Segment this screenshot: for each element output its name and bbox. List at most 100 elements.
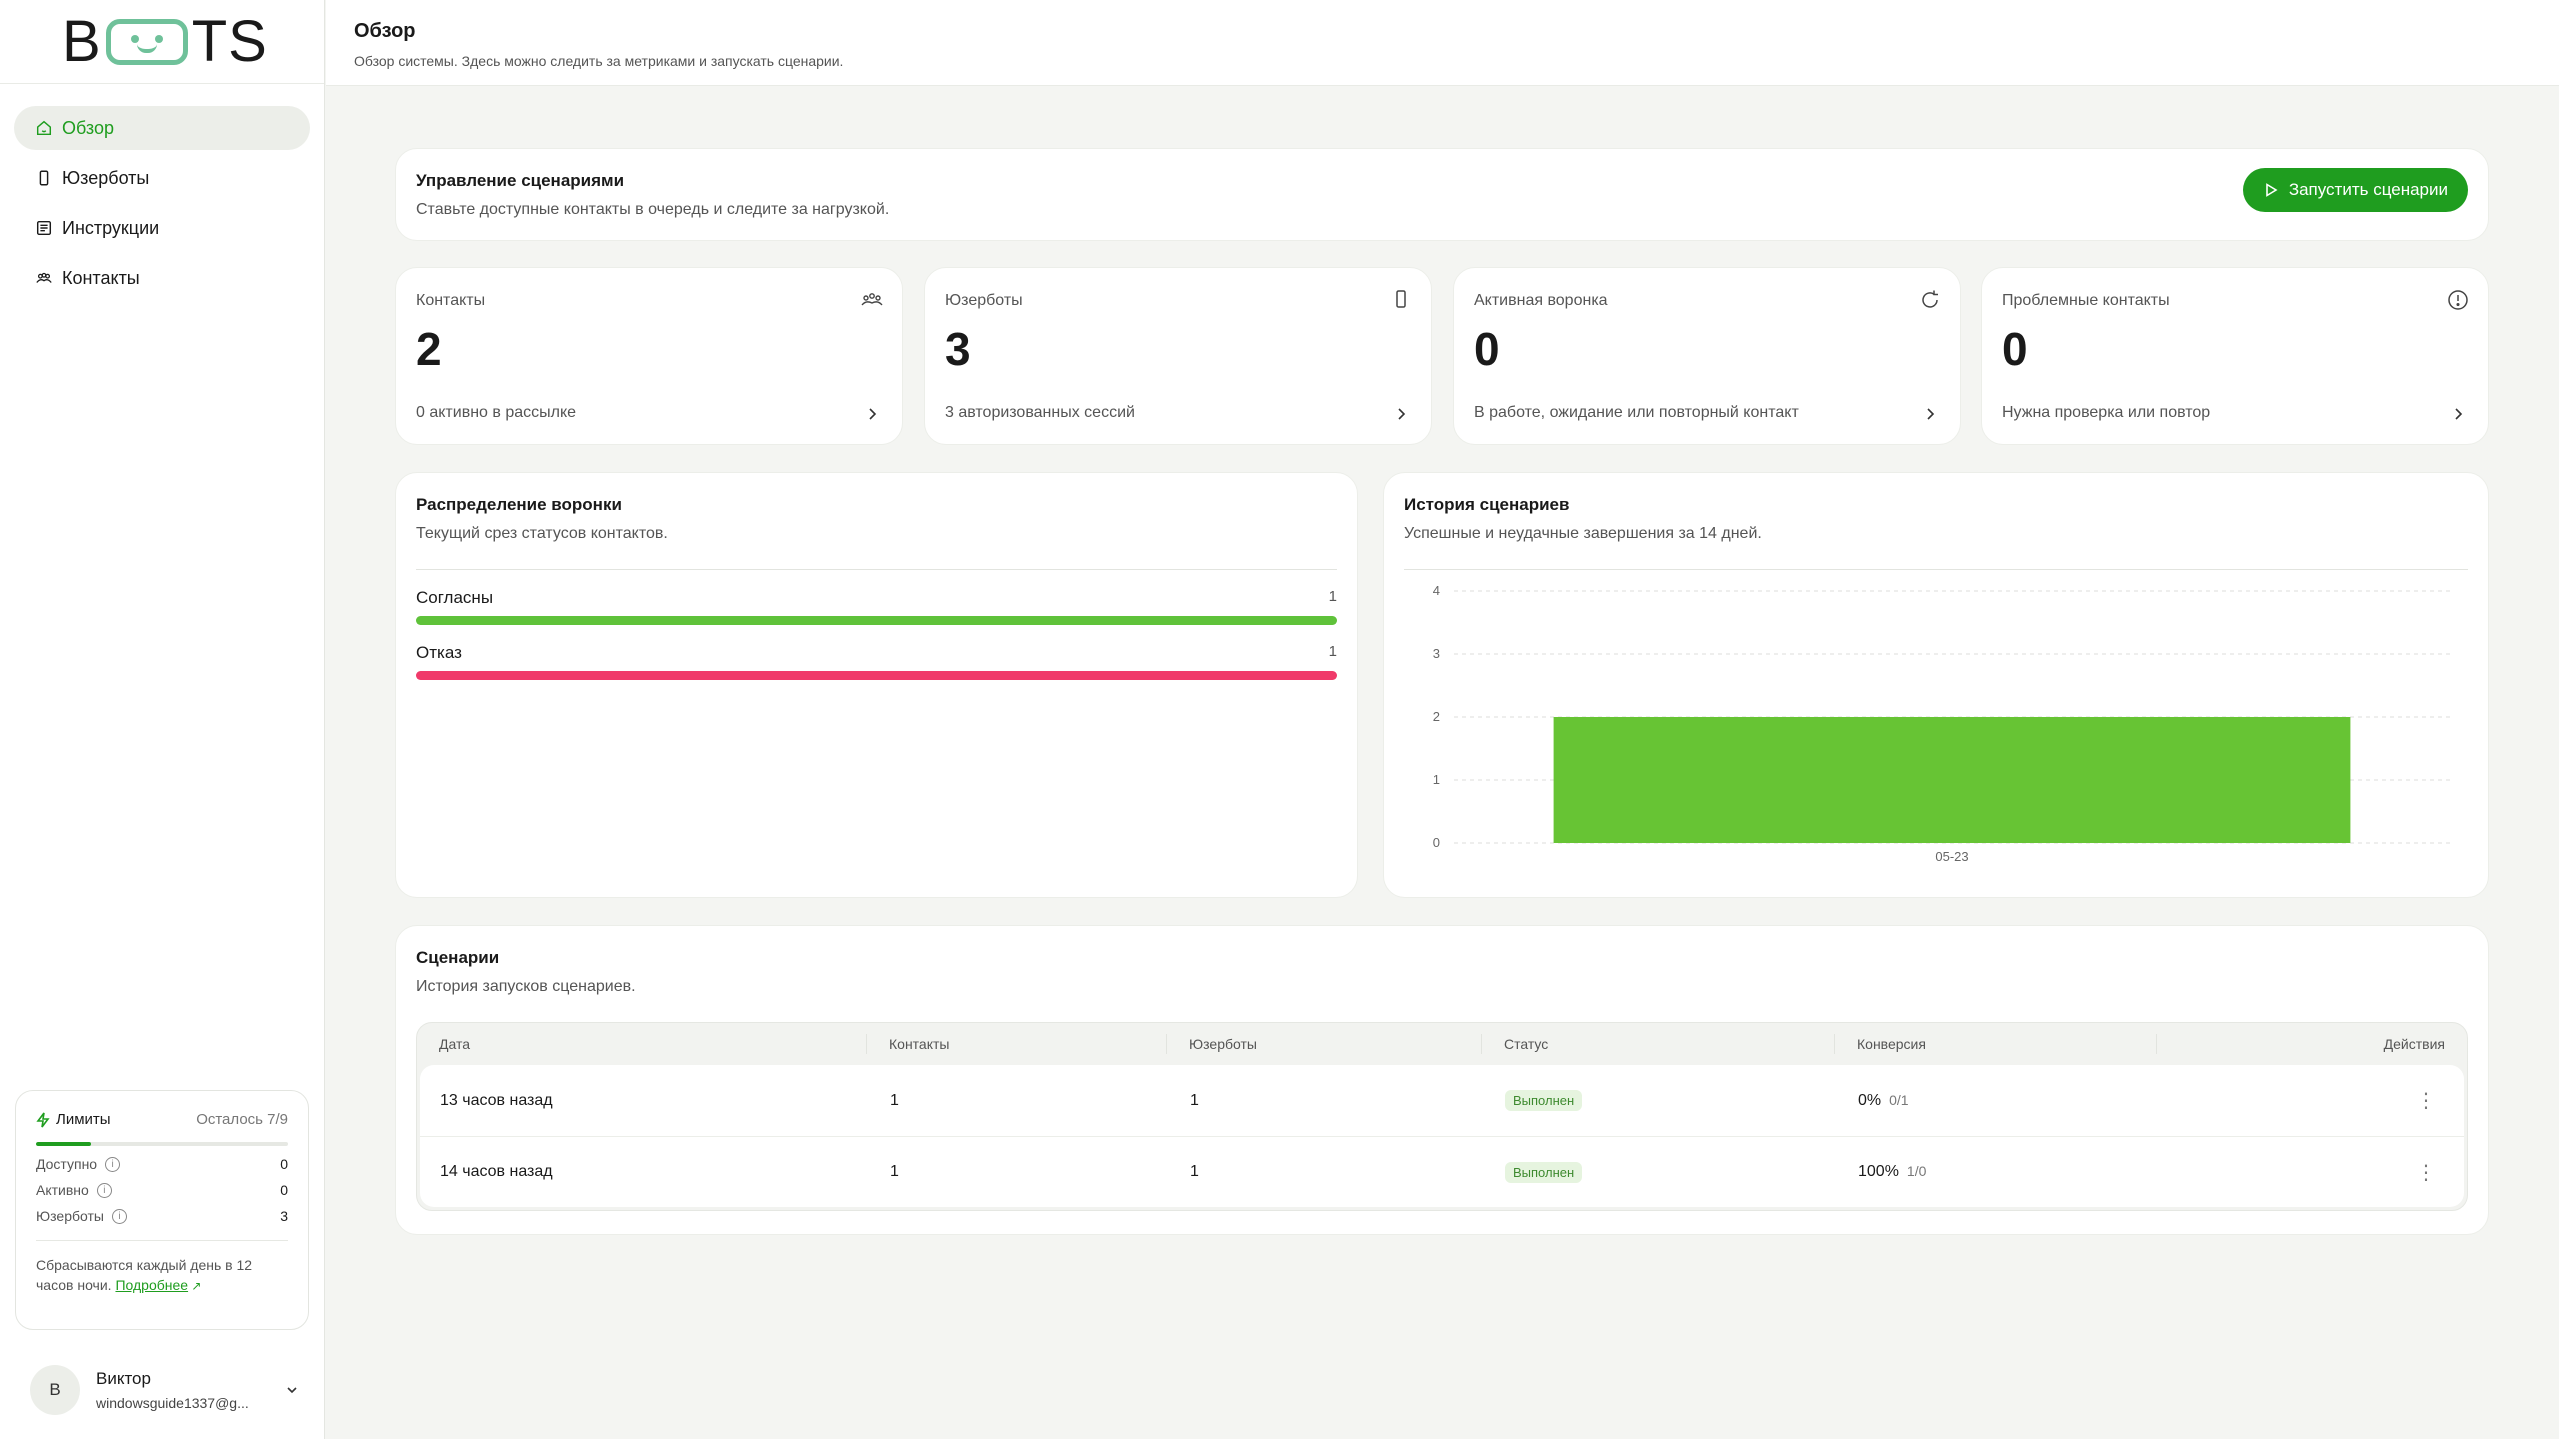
table-row[interactable]: 14 часов назад 1 1 Выполнен 100% 1/0 ⋮ (420, 1136, 2464, 1207)
limit-value: 3 (280, 1208, 288, 1224)
logo-area: B TS (0, 0, 324, 84)
cell-date: 14 часов назад (440, 1163, 553, 1180)
stat-foot: 0 активно в рассылке (416, 404, 577, 421)
limit-label: Доступно (36, 1156, 98, 1172)
y-tick-label: 4 (1433, 583, 1440, 598)
lightning-icon (36, 1112, 50, 1127)
play-icon (2266, 183, 2278, 197)
limits-note-text: Сбрасываются каждый день в 12 часов ночи… (36, 1257, 253, 1293)
stat-foot: 3 авторизованных сессий (945, 404, 1135, 421)
card-subtitle: Ставьте доступные контакты в очередь и с… (416, 201, 890, 218)
run-scenarios-label: Запустить сценарии (2288, 180, 2448, 199)
funnel-count: 1 (1328, 643, 1337, 660)
limits-more-link[interactable]: Подробнее (115, 1277, 189, 1293)
sidebar-item-label: Обзор (62, 117, 114, 138)
stat-value: 3 (945, 323, 971, 375)
phone-icon (1396, 290, 1406, 308)
logo-letter-b: B (62, 9, 102, 74)
limits-title: Лимиты (56, 1111, 111, 1128)
status-badge: Выполнен (1505, 1090, 1583, 1111)
card-title: Управление сценариями (416, 171, 625, 190)
chart-bar[interactable] (1553, 717, 2351, 843)
chevron-right-icon (1927, 408, 1935, 420)
stat-label: Проблемные контакты (2002, 292, 2170, 309)
info-icon[interactable]: i (105, 1156, 121, 1172)
user-name: Виктор (96, 1369, 151, 1388)
chevron-right-icon (2455, 408, 2463, 420)
y-tick-label: 0 (1433, 835, 1440, 850)
chevron-down-icon (287, 1387, 297, 1394)
cell-contacts: 1 (890, 1163, 899, 1180)
sidebar-item-userbots[interactable]: Юзерботы (14, 156, 310, 200)
stat-foot: Нужна проверка или повтор (2002, 404, 2211, 421)
scenario-management-card: Управление сценариями Ставьте доступные … (395, 148, 2489, 241)
table-row[interactable]: 13 часов назад 1 1 Выполнен 0% 0/1 ⋮ (420, 1065, 2464, 1136)
limits-progress-bar (36, 1142, 288, 1146)
limit-value: 0 (280, 1156, 288, 1172)
card-title: Сценарии (416, 948, 500, 967)
limit-label: Активно (36, 1182, 89, 1198)
info-icon[interactable]: i (111, 1208, 127, 1224)
cell-contacts: 1 (890, 1091, 899, 1109)
stat-label: Контакты (416, 292, 486, 309)
stat-foot: В работе, ожидание или повторный контакт (1474, 404, 1799, 421)
sidebar-item-label: Инструкции (62, 217, 160, 238)
column-header-date[interactable]: Дата (417, 1034, 867, 1054)
stat-value: 0 (1474, 323, 1500, 375)
funnel-bar (416, 616, 1337, 625)
funnel-distribution-card: Распределение воронки Текущий срез стату… (395, 472, 1358, 898)
column-header-actions: Действия (2383, 1036, 2445, 1052)
run-scenarios-button[interactable]: Запустить сценарии (2242, 168, 2468, 212)
logo[interactable]: B TS (62, 8, 268, 75)
sidebar-item-overview[interactable]: Обзор (14, 106, 310, 150)
scenarios-table: Дата Контакты Юзерботы Статус Конверсия … (416, 1022, 2468, 1211)
avatar: В (30, 1365, 80, 1415)
y-tick-label: 1 (1433, 772, 1440, 787)
sidebar-item-instructions[interactable]: Инструкции (14, 206, 310, 250)
table-header: Дата Контакты Юзерботы Статус Конверсия … (417, 1023, 2467, 1065)
limits-panel: Лимиты Осталось 7/9 Доступно i 0 Активно i… (15, 1090, 309, 1330)
y-tick-label: 3 (1433, 646, 1440, 661)
cell-date: 13 часов назад (440, 1091, 553, 1109)
sidebar-item-label: Юзерботы (62, 167, 150, 188)
users-icon (34, 268, 54, 288)
scenario-history-card: История сценариев Успешные и неудачные з… (1383, 472, 2489, 898)
card-subtitle: Текущий срез статусов контактов. (416, 525, 668, 542)
logo-letters-ts: TS (191, 9, 268, 74)
stat-card-problem-contacts[interactable]: Проблемные контакты 0 Нужна проверка или… (1981, 267, 2489, 445)
user-email: windowsguide1337@g... (96, 1395, 249, 1411)
conversion-percent: 100% (1858, 1163, 1899, 1180)
cell-userbots: 1 (1190, 1163, 1199, 1180)
limit-value: 0 (280, 1182, 288, 1198)
column-header-status[interactable]: Статус (1482, 1034, 1835, 1054)
user-menu[interactable]: В Виктор windowsguide1337@g... (30, 1362, 300, 1418)
more-vertical-icon[interactable]: ⋮ (2416, 1161, 2436, 1184)
conversion-fraction: 0/1 (1889, 1091, 1909, 1108)
refresh-icon (1922, 290, 1938, 308)
page-header: Обзор Обзор системы. Здесь можно следить… (326, 0, 2559, 86)
column-header-contacts[interactable]: Контакты (867, 1034, 1167, 1054)
sidebar: B TS Обзор Юзерботы Инструкции (0, 0, 325, 1439)
conversion-percent: 0% (1858, 1091, 1882, 1109)
column-header-conversion[interactable]: Конверсия (1835, 1034, 2157, 1054)
card-title: История сценариев (1404, 495, 1570, 514)
stat-label: Активная воронка (1474, 292, 1608, 309)
stat-card-active-funnel[interactable]: Активная воронка 0 В работе, ожидание ил… (1453, 267, 1961, 445)
users-icon (861, 293, 883, 306)
more-vertical-icon[interactable]: ⋮ (2416, 1090, 2436, 1112)
column-header-userbots[interactable]: Юзерботы (1167, 1034, 1482, 1054)
sidebar-item-label: Контакты (62, 267, 140, 288)
x-tick-label: 05-23 (1935, 849, 1968, 864)
bot-face-icon (105, 18, 188, 65)
sidebar-item-contacts[interactable]: Контакты (14, 256, 310, 300)
limit-row-userbots: Юзерботы i 3 (36, 1208, 288, 1224)
y-tick-label: 2 (1433, 709, 1440, 724)
stat-value: 0 (2002, 323, 2028, 375)
limit-row-available: Доступно i 0 (36, 1156, 288, 1172)
info-icon[interactable]: i (96, 1182, 112, 1198)
stat-card-contacts[interactable]: Контакты 2 0 активно в рассылке (395, 267, 903, 445)
chevron-right-icon (869, 408, 877, 420)
card-subtitle: Успешные и неудачные завершения за 14 дн… (1404, 525, 1762, 542)
stat-card-userbots[interactable]: Юзерботы 3 3 авторизованных сессий (924, 267, 1432, 445)
funnel-count: 1 (1328, 588, 1337, 605)
